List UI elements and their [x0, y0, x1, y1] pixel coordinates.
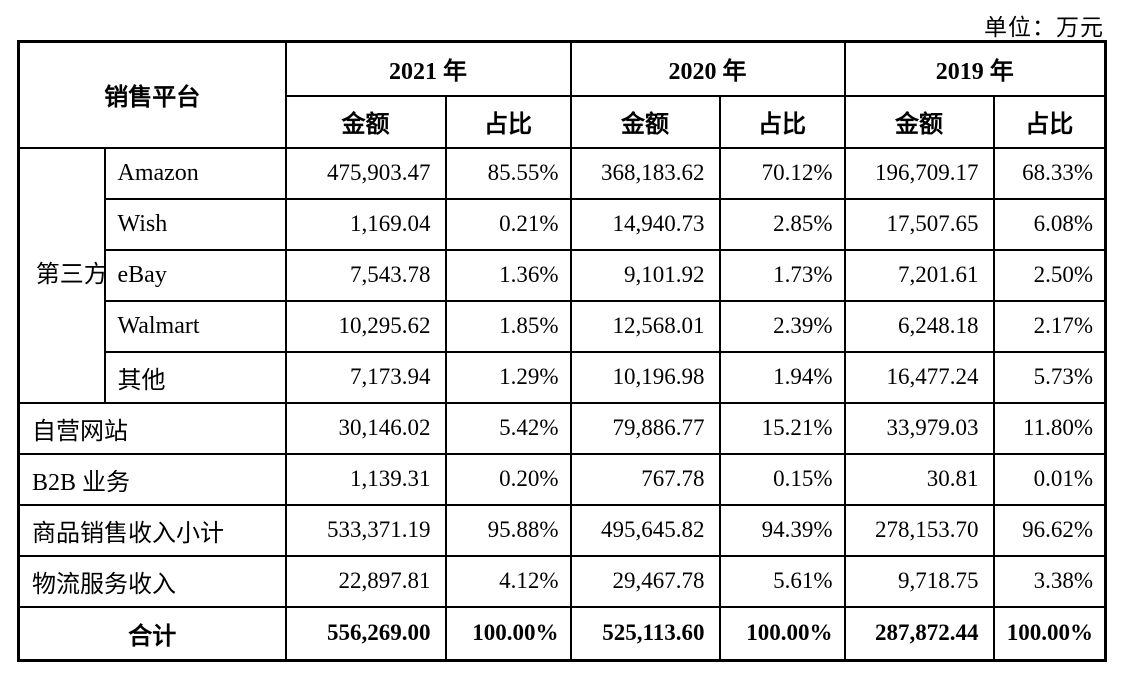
cell: 5.73% — [992, 350, 1107, 404]
cell: 278,153.70 — [843, 503, 995, 557]
row-label-wish: Wish — [103, 197, 287, 251]
cell: 1.29% — [444, 350, 572, 404]
table-row-total: 合计 556,269.00 100.00% 525,113.60 100.00%… — [17, 605, 1107, 662]
cell: 767.78 — [569, 452, 721, 506]
row-label-amazon: Amazon — [103, 146, 287, 200]
cell: 0.15% — [718, 452, 846, 506]
cell: 17,507.65 — [843, 197, 995, 251]
cell: 15.21% — [718, 401, 846, 455]
cell: 16,477.24 — [843, 350, 995, 404]
cell: 525,113.60 — [569, 605, 721, 662]
table-row-ebay: eBay 7,543.78 1.36% 9,101.92 1.73% 7,201… — [19, 248, 1107, 302]
cell: 85.55% — [444, 146, 572, 200]
cell: 7,201.61 — [843, 248, 995, 302]
cell: 11.80% — [992, 401, 1107, 455]
table-row-logistics: 物流服务收入 22,897.81 4.12% 29,467.78 5.61% 9… — [17, 554, 1107, 608]
cell: 287,872.44 — [843, 605, 995, 662]
cell: 30,146.02 — [284, 401, 447, 455]
row-label-logistics: 物流服务收入 — [17, 554, 287, 608]
header-2019-amount: 金额 — [843, 94, 995, 149]
header-year-2019: 2019 年 — [843, 40, 1107, 97]
cell: 79,886.77 — [569, 401, 721, 455]
cell: 556,269.00 — [284, 605, 447, 662]
cell: 368,183.62 — [569, 146, 721, 200]
header-2019-share: 占比 — [992, 94, 1107, 149]
cell: 10,295.62 — [284, 299, 447, 353]
header-2020-amount: 金额 — [569, 94, 721, 149]
row-label-b2b: B2B 业务 — [17, 452, 287, 506]
cell: 495,645.82 — [569, 503, 721, 557]
table-row-other: 其他 7,173.94 1.29% 10,196.98 1.94% 16,477… — [19, 350, 1107, 404]
cell: 33,979.03 — [843, 401, 995, 455]
row-label-walmart: Walmart — [103, 299, 287, 353]
header-2021-amount: 金额 — [284, 94, 447, 149]
header-row-measures: 金额 占比 金额 占比 金额 占比 — [19, 94, 1107, 149]
cell: 2.85% — [718, 197, 846, 251]
cell: 6,248.18 — [843, 299, 995, 353]
table-row-walmart: Walmart 10,295.62 1.85% 12,568.01 2.39% … — [19, 299, 1107, 353]
table-row-own-website: 自营网站 30,146.02 5.42% 79,886.77 15.21% 33… — [17, 401, 1107, 455]
table-row-wish: Wish 1,169.04 0.21% 14,940.73 2.85% 17,5… — [19, 197, 1107, 251]
cell: 9,101.92 — [569, 248, 721, 302]
cell: 1.73% — [718, 248, 846, 302]
cell: 2.50% — [992, 248, 1107, 302]
cell: 2.17% — [992, 299, 1107, 353]
cell: 68.33% — [992, 146, 1107, 200]
cell: 29,467.78 — [569, 554, 721, 608]
header-year-2020: 2020 年 — [569, 40, 846, 97]
cell: 5.61% — [718, 554, 846, 608]
cell: 0.01% — [992, 452, 1107, 506]
cell: 100.00% — [718, 605, 846, 662]
cell: 14,940.73 — [569, 197, 721, 251]
cell: 12,568.01 — [569, 299, 721, 353]
row-label-ebay: eBay — [103, 248, 287, 302]
cell: 1,139.31 — [284, 452, 447, 506]
row-label-goods-subtotal: 商品销售收入小计 — [17, 503, 287, 557]
group-cell-third-party: 第三方电商平台 — [17, 146, 106, 404]
cell: 3.38% — [992, 554, 1107, 608]
cell: 6.08% — [992, 197, 1107, 251]
cell: 22,897.81 — [284, 554, 447, 608]
cell: 10,196.98 — [569, 350, 721, 404]
table-row-goods-subtotal: 商品销售收入小计 533,371.19 95.88% 495,645.82 94… — [17, 503, 1107, 557]
cell: 100.00% — [992, 605, 1107, 662]
header-platform-cell: 销售平台 — [17, 40, 287, 149]
cell: 96.62% — [992, 503, 1107, 557]
table-row-b2b: B2B 业务 1,139.31 0.20% 767.78 0.15% 30.81… — [17, 452, 1107, 506]
cell: 94.39% — [718, 503, 846, 557]
cell: 4.12% — [444, 554, 572, 608]
cell: 196,709.17 — [843, 146, 995, 200]
cell: 5.42% — [444, 401, 572, 455]
cell: 475,903.47 — [284, 146, 447, 200]
header-year-2021: 2021 年 — [284, 40, 572, 97]
header-2021-share: 占比 — [444, 94, 572, 149]
cell: 70.12% — [718, 146, 846, 200]
row-label-own-website: 自营网站 — [17, 401, 287, 455]
cell: 7,543.78 — [284, 248, 447, 302]
cell: 1.94% — [718, 350, 846, 404]
sales-table: 销售平台 2021 年 2020 年 2019 年 金额 占比 金额 占比 金额… — [17, 40, 1107, 662]
cell: 100.00% — [444, 605, 572, 662]
cell: 30.81 — [843, 452, 995, 506]
cell: 1.85% — [444, 299, 572, 353]
cell: 0.20% — [444, 452, 572, 506]
cell: 95.88% — [444, 503, 572, 557]
cell: 533,371.19 — [284, 503, 447, 557]
cell: 1,169.04 — [284, 197, 447, 251]
unit-label: 单位：万元 — [984, 15, 1104, 40]
header-2020-share: 占比 — [718, 94, 846, 149]
row-label-other: 其他 — [103, 350, 287, 404]
cell: 1.36% — [444, 248, 572, 302]
cell: 0.21% — [444, 197, 572, 251]
cell: 2.39% — [718, 299, 846, 353]
table-row-amazon: 第三方电商平台 Amazon 475,903.47 85.55% 368,183… — [17, 146, 1107, 404]
header-row-years: 销售平台 2021 年 2020 年 2019 年 — [17, 40, 1107, 149]
cell: 9,718.75 — [843, 554, 995, 608]
group-label: 第三方电商平台 — [35, 261, 105, 288]
cell: 7,173.94 — [284, 350, 447, 404]
row-label-total: 合计 — [17, 605, 287, 662]
